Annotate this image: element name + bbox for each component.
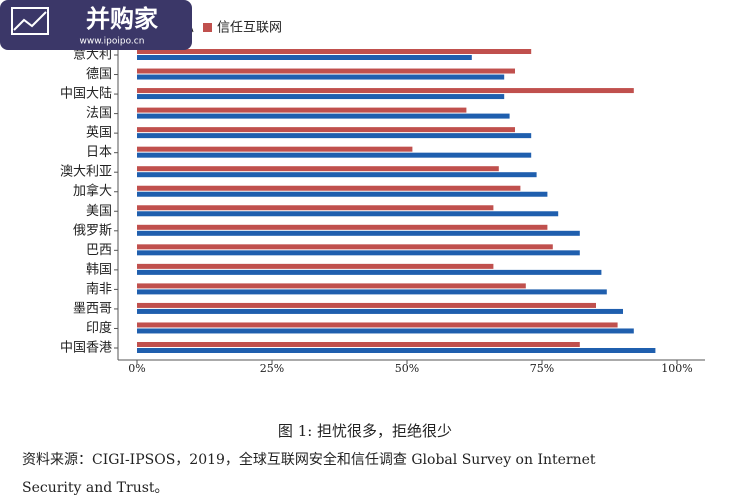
bar — [137, 191, 548, 197]
bar — [137, 146, 413, 152]
source: 资料来源：CIGI-IPSOS，2019，全球互联网安全和信任调查 Global… — [22, 451, 596, 468]
bar — [137, 328, 634, 334]
bar — [137, 269, 602, 275]
bar — [137, 244, 553, 250]
x-tick-label: 50% — [395, 362, 419, 375]
bar — [137, 289, 607, 295]
y-tick-label: 南非 — [86, 281, 112, 297]
bar — [137, 113, 510, 119]
bar — [137, 224, 548, 230]
plot: 0%25%50%75%100%担心隐私信任互联网意大利德国中国大陆法国英国日本澳… — [60, 21, 693, 376]
y-tick-label: 韩国 — [86, 262, 112, 277]
bar — [137, 68, 515, 74]
bar — [137, 205, 494, 211]
bar — [137, 172, 537, 178]
x-tick-label: 100% — [661, 362, 692, 375]
logo-icon — [13, 11, 47, 31]
legend-swatch — [203, 23, 212, 32]
y-tick-label: 加拿大 — [73, 183, 112, 199]
y-tick-label: 中国香港 — [60, 341, 112, 356]
bar — [137, 166, 499, 172]
bar — [137, 211, 559, 217]
logo-url: www.ipoipo.cn — [80, 37, 145, 47]
legend-label: 信任互联网 — [217, 21, 282, 36]
bar — [137, 263, 494, 269]
bar — [137, 107, 467, 113]
y-tick-label: 意大利 — [73, 47, 112, 63]
logo-title: 并购家 — [86, 5, 158, 33]
bar — [137, 88, 634, 94]
y-tick-label: 美国 — [86, 204, 112, 219]
bar — [137, 283, 526, 289]
y-tick-label: 中国大陆 — [60, 86, 112, 102]
bar — [137, 133, 532, 139]
source: Security and Trust。 — [22, 480, 169, 496]
y-tick-label: 德国 — [86, 67, 112, 82]
bar — [137, 74, 505, 80]
bar — [137, 49, 532, 54]
watermark: 并购家 www.ipoipo.cn — [0, 0, 192, 50]
y-tick-label: 日本 — [86, 145, 112, 160]
x-tick-label: 75% — [530, 362, 554, 375]
bar — [137, 308, 623, 314]
y-tick-label: 澳大利亚 — [60, 164, 112, 180]
bar — [137, 322, 618, 328]
caption: 图 1: 担忧很多，拒绝很少 — [278, 422, 452, 440]
x-tick-label: 0% — [128, 362, 145, 375]
y-tick-label: 墨西哥 — [73, 301, 112, 316]
y-tick-label: 俄罗斯 — [73, 223, 112, 238]
bar — [137, 94, 505, 100]
bar — [137, 127, 515, 133]
logo-icon — [11, 7, 49, 35]
bar — [137, 152, 532, 158]
y-tick-label: 法国 — [86, 106, 112, 121]
y-tick-label: 英国 — [86, 126, 112, 141]
y-tick-label: 印度 — [86, 320, 112, 336]
bar — [137, 302, 596, 308]
x-tick-label: 25% — [260, 362, 284, 375]
bar — [137, 230, 580, 236]
bar — [137, 55, 472, 60]
bar — [137, 250, 580, 256]
bar — [137, 348, 656, 353]
bar — [137, 342, 580, 347]
y-tick-label: 巴西 — [86, 243, 112, 258]
bar — [137, 185, 521, 191]
